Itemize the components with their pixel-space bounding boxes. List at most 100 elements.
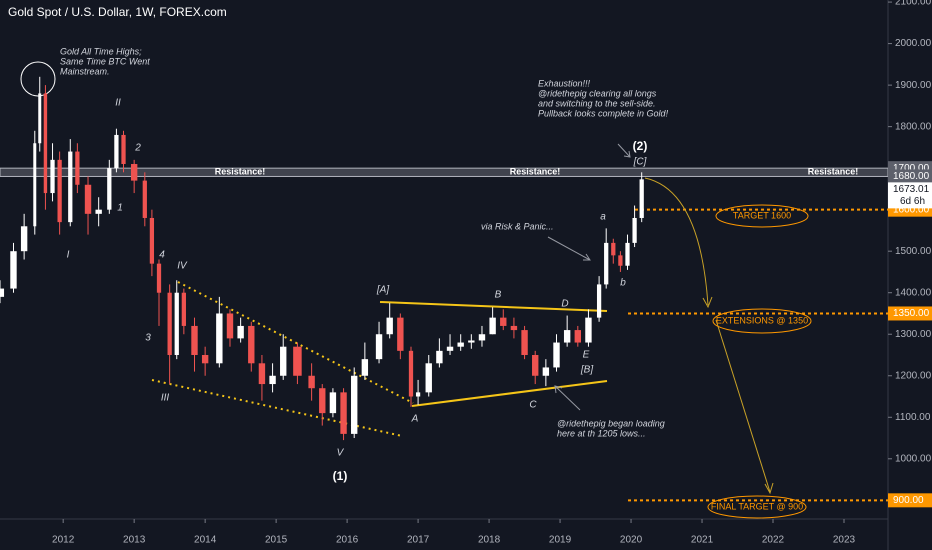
y-tick-label: 1100.00 (895, 412, 931, 423)
candle-body (436, 350, 443, 364)
target-price-label: 1350.00 (893, 308, 930, 319)
candle-body (319, 388, 326, 414)
candle-body (596, 284, 602, 318)
target-ellipse (712, 308, 812, 334)
y-tick-label: 2100.00 (895, 0, 932, 8)
x-tick-label: 2015 (265, 535, 288, 546)
candle-body (20, 226, 28, 252)
candle-body (216, 313, 223, 364)
x-tick-label: 2017 (407, 535, 430, 546)
candle-body (553, 342, 560, 368)
wave-label: 2 (134, 143, 141, 154)
wave-label: B (495, 290, 502, 301)
target-price-label: 900.00 (893, 495, 924, 506)
candle-body (57, 159, 62, 223)
candle-body (457, 342, 464, 347)
wave-label: 4 (159, 250, 165, 261)
candle-body (75, 151, 80, 185)
wedge-bottom (151, 379, 403, 437)
target-label: FINAL TARGET @ 900 (711, 501, 803, 511)
wave-label: (1) (333, 469, 348, 483)
x-tick-label: 2018 (478, 535, 501, 546)
wedge-top (177, 281, 414, 404)
candle-body (191, 325, 198, 355)
candle-body (130, 164, 138, 181)
candle-body (618, 255, 623, 266)
candle-body (375, 334, 383, 360)
note: and switching to the sell-side. (538, 98, 656, 108)
candle-body (0, 288, 5, 297)
candle-body (95, 209, 102, 214)
wave-label: 3 (145, 333, 151, 344)
note: via Risk & Panic... (481, 221, 554, 231)
triangle-bottom (411, 380, 608, 407)
candle-body (415, 392, 421, 397)
x-tick-label: 2022 (762, 535, 785, 546)
candle-body (563, 330, 571, 343)
note: Gold All Time Highs; (60, 46, 142, 56)
note: @ridethepig clearing all longs (538, 88, 657, 98)
candle-body (149, 217, 155, 264)
candle-body (532, 354, 539, 376)
resistance-low-label: 1680.00 (893, 171, 930, 182)
wave-label: III (161, 393, 170, 404)
triangle-top (379, 301, 608, 312)
x-tick-label: 2016 (336, 535, 359, 546)
wave-label: 1 (117, 203, 123, 214)
resistance-low-label-box (888, 169, 932, 184)
target-label: TARGET 1600 (733, 210, 791, 220)
candle-body (446, 346, 454, 351)
candle-body (521, 330, 528, 355)
candle-body (585, 317, 592, 343)
candle-body (156, 263, 162, 293)
y-tick-label: 1200.00 (895, 370, 932, 381)
wave-label: V (337, 448, 345, 459)
candle-body (397, 317, 404, 351)
candle-body (632, 217, 637, 243)
wave-label: IV (177, 261, 188, 272)
candle-body (107, 168, 112, 210)
y-tick-label: 1500.00 (895, 246, 932, 257)
wave-label: a (600, 212, 606, 223)
resistance-label: Resistance! (808, 167, 859, 177)
resistance-label: Resistance! (510, 167, 561, 177)
candle-body (121, 134, 126, 165)
candle-body (604, 242, 609, 285)
candle-body (340, 392, 347, 434)
arrow-exhaustion (617, 143, 631, 158)
candle-body (489, 317, 496, 335)
wave-label: [B] (580, 365, 593, 376)
candle-body (50, 159, 55, 194)
x-tick-label: 2012 (52, 535, 75, 546)
arrow-1350 (644, 177, 709, 306)
candle-body (142, 180, 147, 218)
arrow-900 (715, 319, 771, 493)
note: here at th 1205 lows... (557, 428, 646, 438)
candle-body (611, 242, 616, 256)
target-price-label: 1600.00 (893, 204, 930, 215)
candle-body (226, 313, 234, 339)
candle-body (174, 292, 179, 355)
wave-label: D (561, 299, 568, 310)
candle-body (468, 340, 475, 343)
candle-body (10, 251, 17, 289)
note: Same Time BTC Went (60, 56, 150, 66)
candle-body (167, 292, 172, 355)
candle-body (329, 392, 337, 414)
candle-body (478, 334, 486, 341)
y-tick-label: 1900.00 (895, 80, 932, 91)
wave-label: I (67, 250, 70, 261)
wave-label: II (115, 98, 121, 109)
candle-body (308, 375, 315, 389)
current-price-label: 1673.01 (893, 184, 930, 195)
candle-body (84, 184, 92, 214)
x-tick-label: 2014 (194, 535, 217, 546)
candle-body (114, 134, 119, 169)
candle-body (237, 325, 244, 339)
resistance-high-label: 1700.00 (893, 163, 930, 174)
target-ellipse (715, 204, 809, 228)
x-tick-label: 2023 (833, 535, 856, 546)
candle-body (201, 354, 209, 364)
note: Exhaustion!!! (538, 78, 591, 88)
